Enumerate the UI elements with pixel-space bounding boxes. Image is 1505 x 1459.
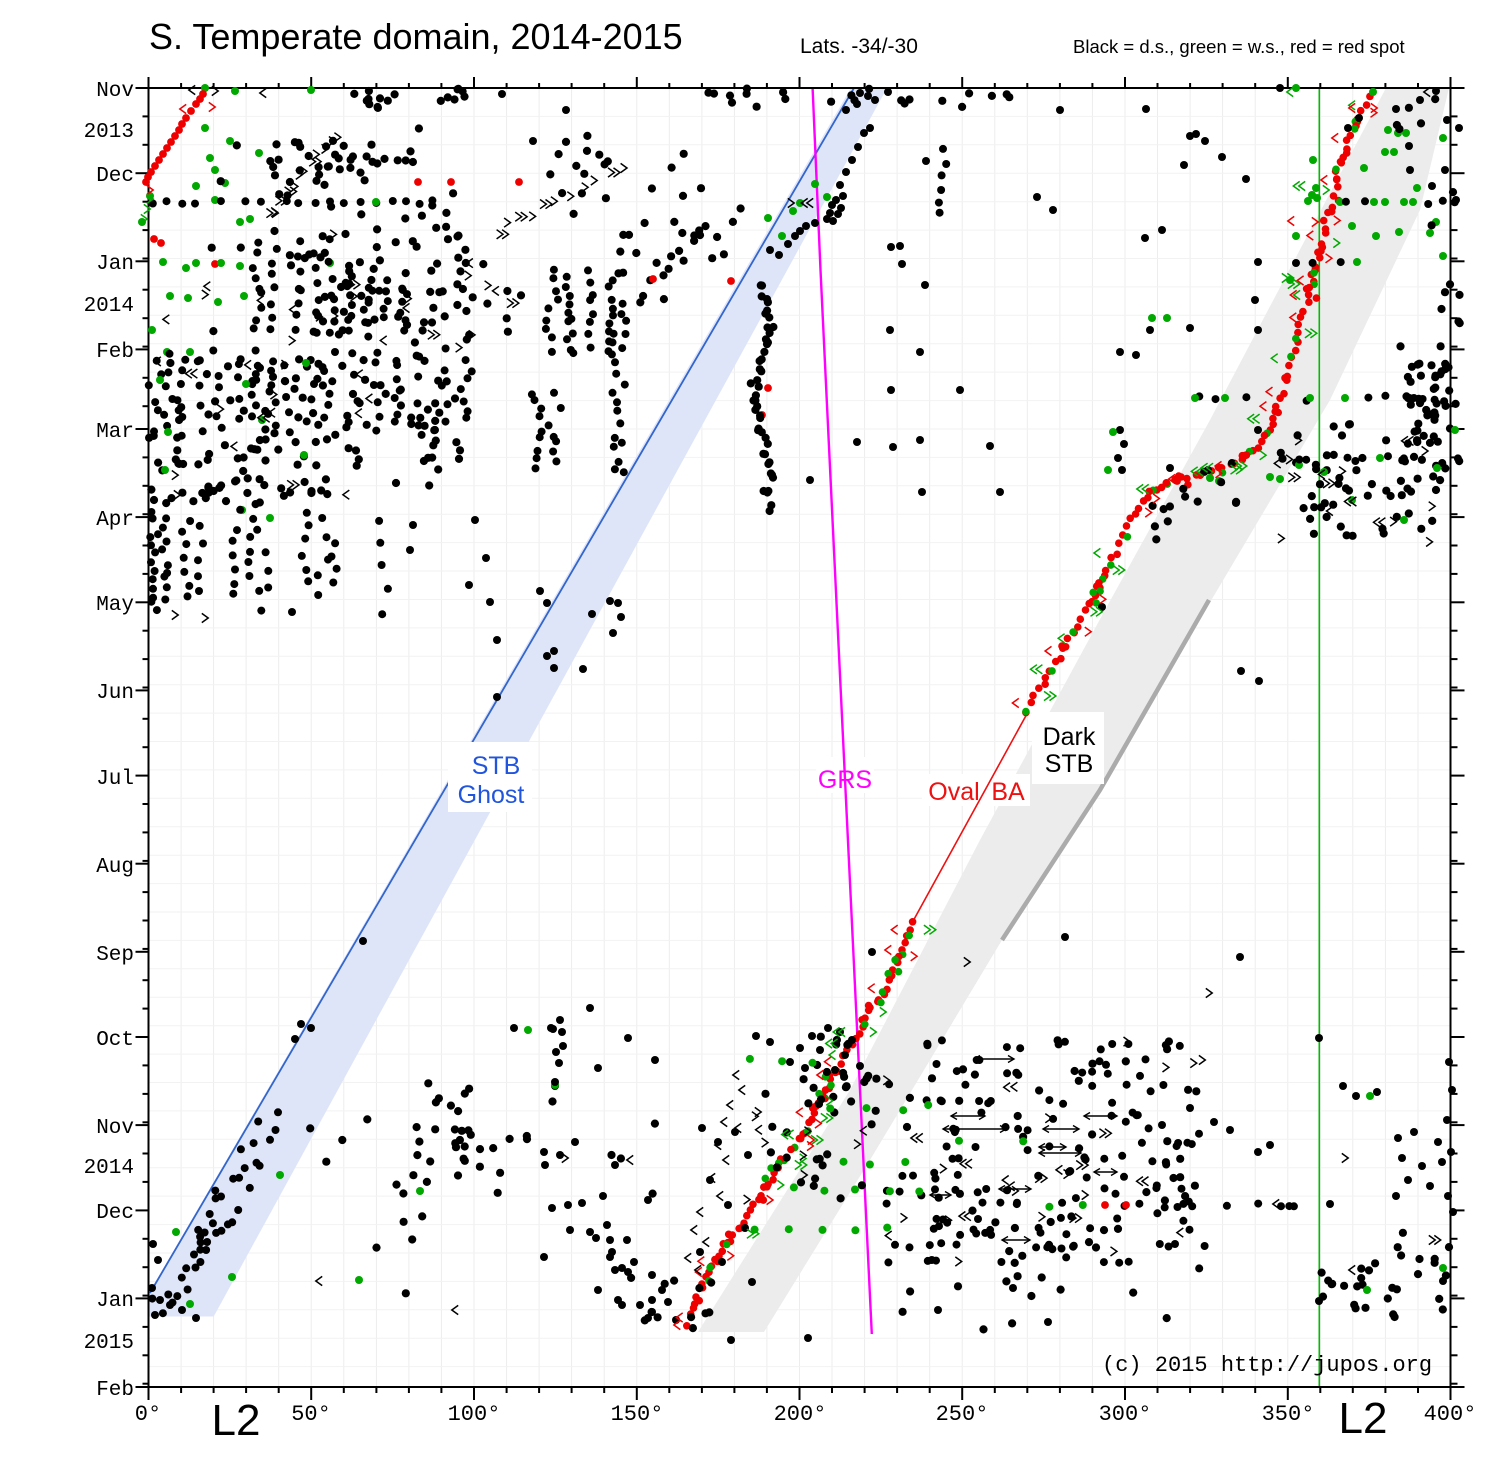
svg-text:Feb: Feb <box>96 1379 134 1402</box>
svg-text:Sep: Sep <box>96 944 134 967</box>
svg-text:300°: 300° <box>1099 1402 1152 1427</box>
svg-text:Aug: Aug <box>96 856 134 879</box>
svg-text:S. Temperate domain, 2014-2015: S. Temperate domain, 2014-2015 <box>149 16 683 57</box>
svg-text:May: May <box>96 594 134 617</box>
svg-text:2014: 2014 <box>84 1157 134 1180</box>
svg-text:(c) 2015 http://jupos.org: (c) 2015 http://jupos.org <box>1102 1353 1432 1378</box>
svg-text:Mar: Mar <box>96 421 134 444</box>
svg-text:350°: 350° <box>1262 1402 1315 1427</box>
svg-text:Apr: Apr <box>96 509 134 532</box>
svg-text:Ghost: Ghost <box>458 781 525 809</box>
svg-text:200°: 200° <box>774 1402 827 1427</box>
svg-text:Dec: Dec <box>96 1202 134 1225</box>
svg-text:Oval: Oval <box>928 778 979 806</box>
svg-text:Dark: Dark <box>1043 723 1096 751</box>
svg-text:Lats. -34/-30: Lats. -34/-30 <box>800 35 918 58</box>
svg-text:Jul: Jul <box>96 768 134 791</box>
svg-text:Oct: Oct <box>96 1029 134 1052</box>
svg-text:Nov: Nov <box>96 80 134 103</box>
svg-text:STB: STB <box>472 752 521 780</box>
svg-text:L2: L2 <box>1339 1394 1388 1443</box>
svg-text:400°: 400° <box>1424 1402 1477 1427</box>
svg-text:2014: 2014 <box>84 295 134 318</box>
svg-text:0°: 0° <box>135 1402 161 1427</box>
svg-text:Nov: Nov <box>96 1117 134 1140</box>
svg-text:50°: 50° <box>291 1402 331 1427</box>
svg-text:Dec: Dec <box>96 165 134 188</box>
svg-text:2013: 2013 <box>84 121 134 144</box>
svg-text:GRS: GRS <box>818 766 872 794</box>
svg-text:Feb: Feb <box>96 341 134 364</box>
svg-text:Jun: Jun <box>96 682 134 705</box>
svg-text:2015: 2015 <box>84 1332 134 1355</box>
svg-text:250°: 250° <box>936 1402 989 1427</box>
svg-text:Jan: Jan <box>96 253 134 276</box>
svg-text:L2: L2 <box>212 1396 261 1445</box>
svg-text:BA: BA <box>991 778 1025 806</box>
svg-text:150°: 150° <box>611 1402 664 1427</box>
svg-text:Black = d.s., green = w.s., re: Black = d.s., green = w.s., red = red sp… <box>1073 36 1405 57</box>
svg-text:Jan: Jan <box>96 1290 134 1313</box>
svg-text:100°: 100° <box>448 1402 501 1427</box>
svg-text:STB: STB <box>1045 750 1094 778</box>
